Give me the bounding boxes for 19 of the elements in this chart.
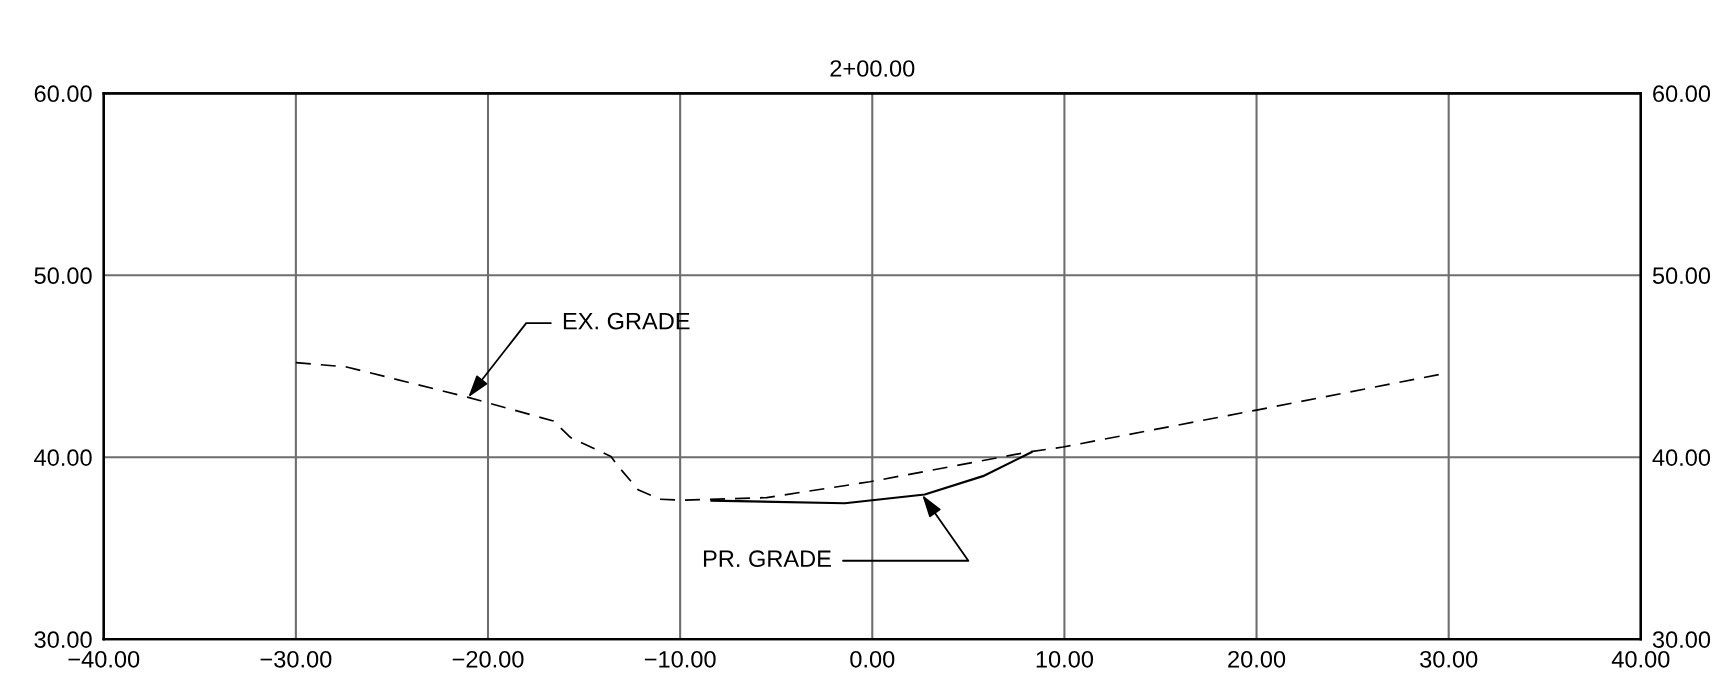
x-tick-label: −40.00 [68, 650, 140, 668]
x-tick-label: −30.00 [260, 650, 332, 668]
y2-tick-label: 30.00 [1652, 631, 1711, 648]
y-tick-label: 30.00 [34, 631, 92, 648]
y2-tick-label: 40.00 [1652, 449, 1711, 466]
y-tick-label: 60.00 [34, 85, 92, 103]
chart-title: 2+00.00 [830, 60, 915, 77]
y-tick-label: 40.00 [34, 449, 92, 466]
x-tick-label: −10.00 [644, 650, 716, 668]
x-tick-label: 10.00 [1036, 650, 1094, 668]
x-tick-label: 0.00 [850, 650, 895, 668]
x-tick-label: −20.00 [452, 650, 524, 668]
x-tick-label: 30.00 [1420, 650, 1478, 668]
x-tick-label: 20.00 [1228, 650, 1286, 668]
y2-tick-label: 50.00 [1652, 267, 1711, 285]
x-tick-label: 40.00 [1611, 650, 1670, 668]
y-tick-label: 50.00 [34, 267, 92, 285]
annotation: PR. GRADE [703, 550, 831, 568]
y2-tick-label: 60.00 [1653, 85, 1711, 103]
